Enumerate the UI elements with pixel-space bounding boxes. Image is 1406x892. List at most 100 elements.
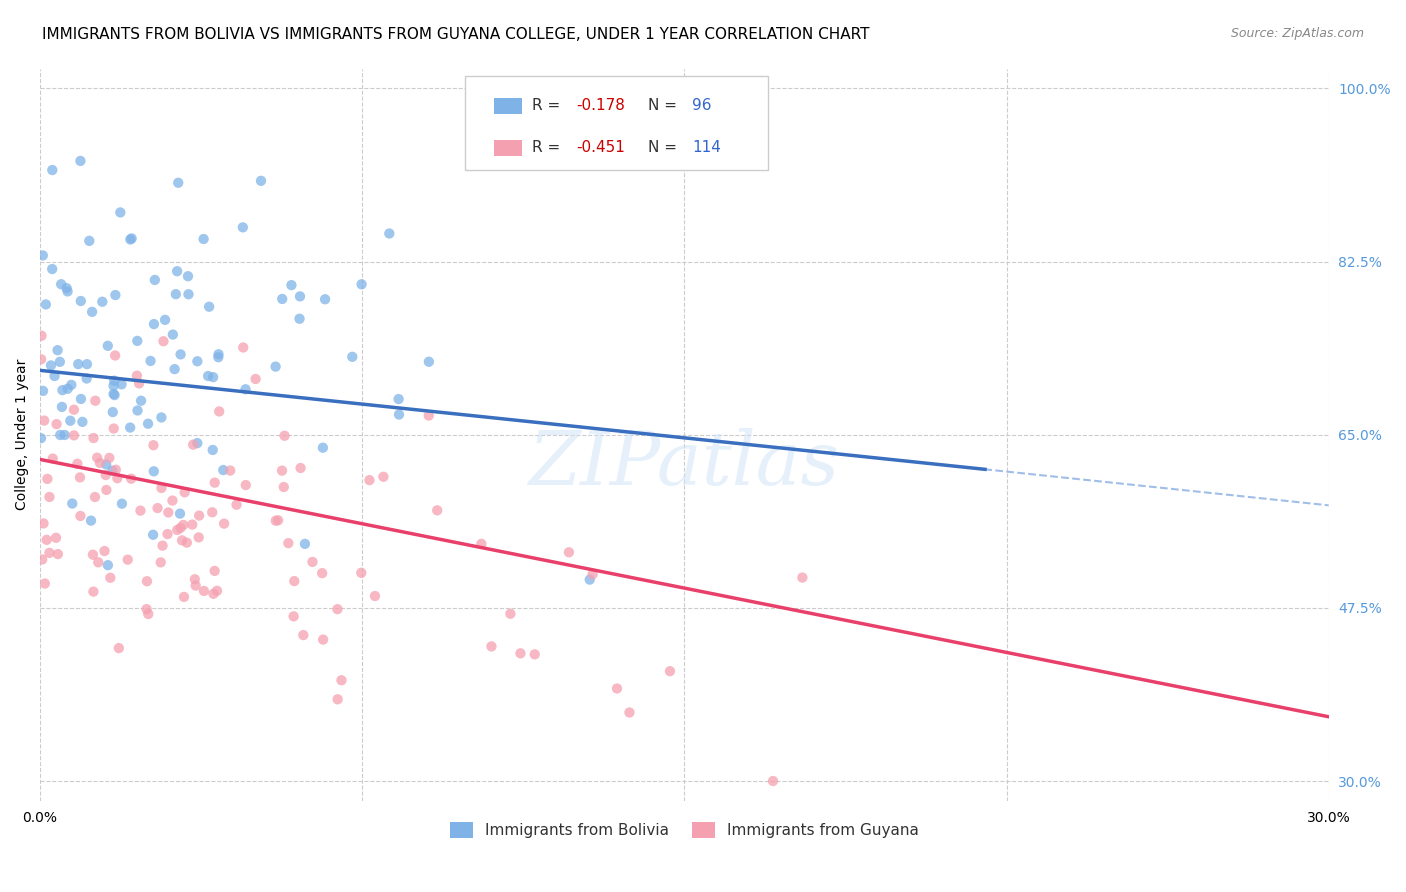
Point	[326, 602, 349, 616]
Point	[169, 347, 191, 361]
Point	[97, 558, 120, 573]
Point	[173, 485, 195, 500]
Point	[288, 289, 311, 303]
Point	[277, 536, 299, 550]
Point	[792, 570, 814, 584]
Point	[69, 508, 91, 523]
Point	[152, 539, 174, 553]
Point	[121, 231, 143, 245]
Point	[32, 414, 55, 428]
Point	[30, 431, 52, 445]
Point	[103, 379, 125, 393]
Point	[69, 293, 91, 308]
Point	[264, 359, 287, 374]
Point	[264, 514, 287, 528]
Text: N =: N =	[648, 97, 682, 112]
Point	[418, 409, 440, 423]
Point	[186, 436, 208, 450]
Point	[193, 232, 215, 246]
Point	[82, 584, 104, 599]
Point	[202, 587, 225, 601]
Point	[509, 646, 531, 660]
Point	[91, 294, 114, 309]
Point	[87, 555, 110, 569]
Point	[273, 480, 295, 494]
Point	[232, 220, 254, 235]
Point	[96, 483, 118, 497]
Point	[280, 278, 302, 293]
Text: ZIPatlas: ZIPatlas	[529, 428, 839, 500]
Point	[76, 371, 98, 385]
Point	[110, 205, 132, 219]
Point	[51, 383, 73, 397]
Point	[55, 281, 77, 295]
Text: 96: 96	[692, 97, 711, 112]
Point	[67, 357, 90, 371]
Point	[153, 313, 176, 327]
Point	[330, 673, 353, 688]
Point	[49, 428, 72, 442]
Point	[470, 537, 492, 551]
Point	[46, 343, 69, 358]
Point	[173, 590, 195, 604]
Point	[142, 464, 165, 478]
Point	[136, 574, 159, 589]
Text: -0.451: -0.451	[576, 140, 626, 155]
Text: R =: R =	[533, 140, 565, 155]
Point	[70, 392, 93, 406]
Point	[63, 402, 86, 417]
Point	[41, 163, 63, 178]
Point	[84, 393, 107, 408]
Text: 114: 114	[692, 140, 721, 155]
Point	[312, 441, 335, 455]
Point	[188, 508, 211, 523]
Point	[103, 374, 125, 388]
Point	[111, 497, 134, 511]
Point	[388, 408, 411, 422]
Point	[176, 535, 198, 549]
Point	[53, 428, 76, 442]
Point	[162, 493, 184, 508]
Point	[212, 516, 235, 531]
Point	[326, 692, 349, 706]
Point	[205, 583, 228, 598]
Point	[388, 392, 411, 406]
Point	[103, 388, 125, 402]
Point	[146, 501, 169, 516]
Point	[101, 464, 124, 478]
Point	[187, 530, 209, 544]
Point	[235, 478, 257, 492]
Point	[142, 527, 165, 541]
Point	[283, 609, 305, 624]
Point	[232, 341, 254, 355]
Point	[201, 442, 224, 457]
Point	[207, 350, 229, 364]
Point	[186, 354, 208, 368]
Point	[481, 640, 503, 654]
Point	[250, 174, 273, 188]
Point	[136, 417, 159, 431]
Point	[181, 438, 204, 452]
Point	[31, 552, 53, 566]
Point	[762, 774, 785, 789]
Point	[283, 574, 305, 588]
Point	[84, 490, 107, 504]
Point	[128, 376, 150, 391]
Point	[659, 664, 682, 678]
Point	[292, 628, 315, 642]
Point	[273, 428, 295, 442]
Point	[197, 369, 219, 384]
Point	[219, 464, 242, 478]
Point	[101, 405, 124, 419]
Point	[163, 362, 186, 376]
Point	[59, 414, 82, 428]
Point	[129, 503, 152, 517]
Point	[271, 464, 294, 478]
Point	[167, 176, 190, 190]
Point	[82, 548, 104, 562]
Text: R =: R =	[533, 97, 565, 112]
Point	[51, 277, 73, 292]
Point	[108, 641, 131, 656]
Point	[136, 607, 159, 621]
Point	[82, 305, 104, 319]
